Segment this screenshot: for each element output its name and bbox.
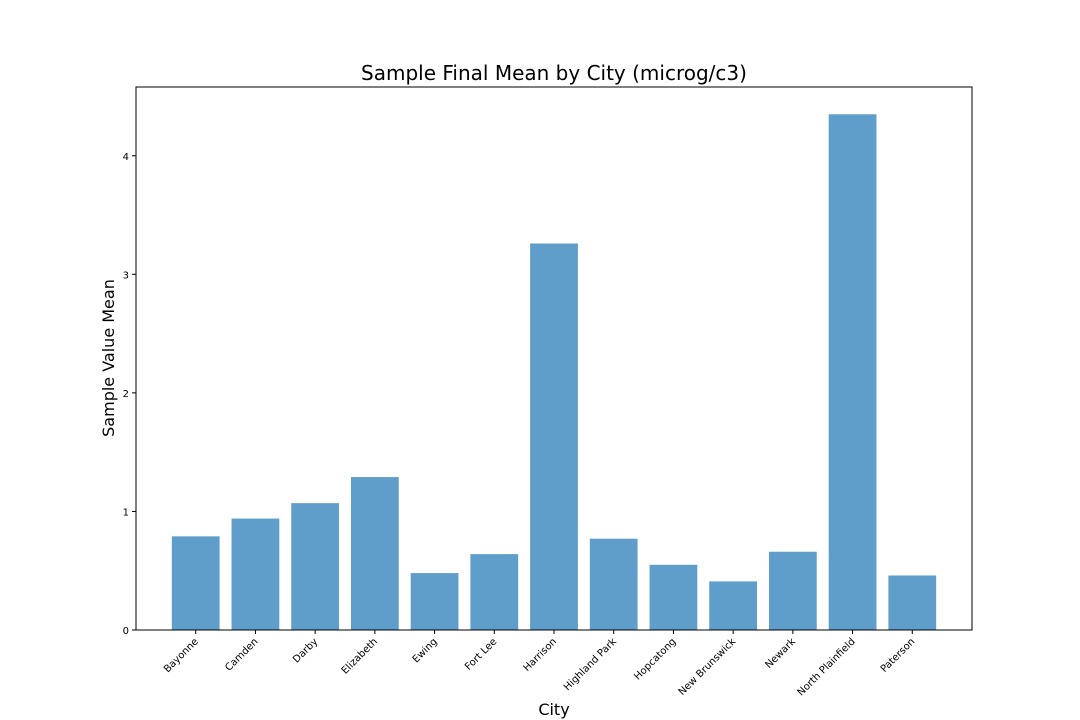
bar-camden <box>231 518 280 630</box>
y-axis: 0 1 2 3 4 <box>123 152 136 637</box>
x-tick-label: Hopcatong <box>632 636 678 682</box>
y-tick-label: 1 <box>123 507 129 518</box>
bar-darby <box>291 503 340 630</box>
y-tick-label: 0 <box>123 626 129 637</box>
y-tick-label: 4 <box>123 152 129 163</box>
bar-highland-park <box>589 538 638 630</box>
x-tick-label: Bayonne <box>162 636 201 675</box>
y-axis-label: Sample Value Mean <box>99 279 118 437</box>
y-tick-label: 3 <box>123 270 129 281</box>
bar-fort-lee <box>470 554 519 630</box>
bars-group <box>171 114 937 631</box>
bar-new-brunswick <box>709 581 758 630</box>
x-tick-label: Fort Lee <box>463 636 499 672</box>
x-tick-label: Newark <box>763 636 798 671</box>
x-tick-label: Highland Park <box>562 636 619 693</box>
x-tick-label: Paterson <box>879 636 918 675</box>
x-tick-label: Elizabeth <box>340 636 380 676</box>
x-tick-label: Harrison <box>522 636 560 674</box>
x-tick-label: Camden <box>223 636 260 673</box>
x-tick-label: Ewing <box>411 636 440 665</box>
bar-bayonne <box>171 536 220 630</box>
plot-frame <box>135 86 973 631</box>
x-axis-label: City <box>538 700 569 719</box>
bar-north-plainfield <box>828 114 877 631</box>
bar-elizabeth <box>350 477 399 630</box>
bar-ewing <box>410 573 459 630</box>
bar-paterson <box>888 575 937 630</box>
bar-newark <box>768 551 817 630</box>
x-tick-label: New Brunswick <box>677 636 739 698</box>
chart-title: Sample Final Mean by City (microg/c3) <box>361 61 747 85</box>
x-tick-label: North Plainfield <box>796 636 858 698</box>
bar-hopcatong <box>649 564 698 630</box>
bar-harrison <box>530 243 578 631</box>
x-tick-label: Darby <box>291 636 320 665</box>
x-axis: Bayonne Camden Darby Elizabeth Ewing Fort Lee… <box>162 630 917 698</box>
y-tick-label: 2 <box>123 389 129 400</box>
